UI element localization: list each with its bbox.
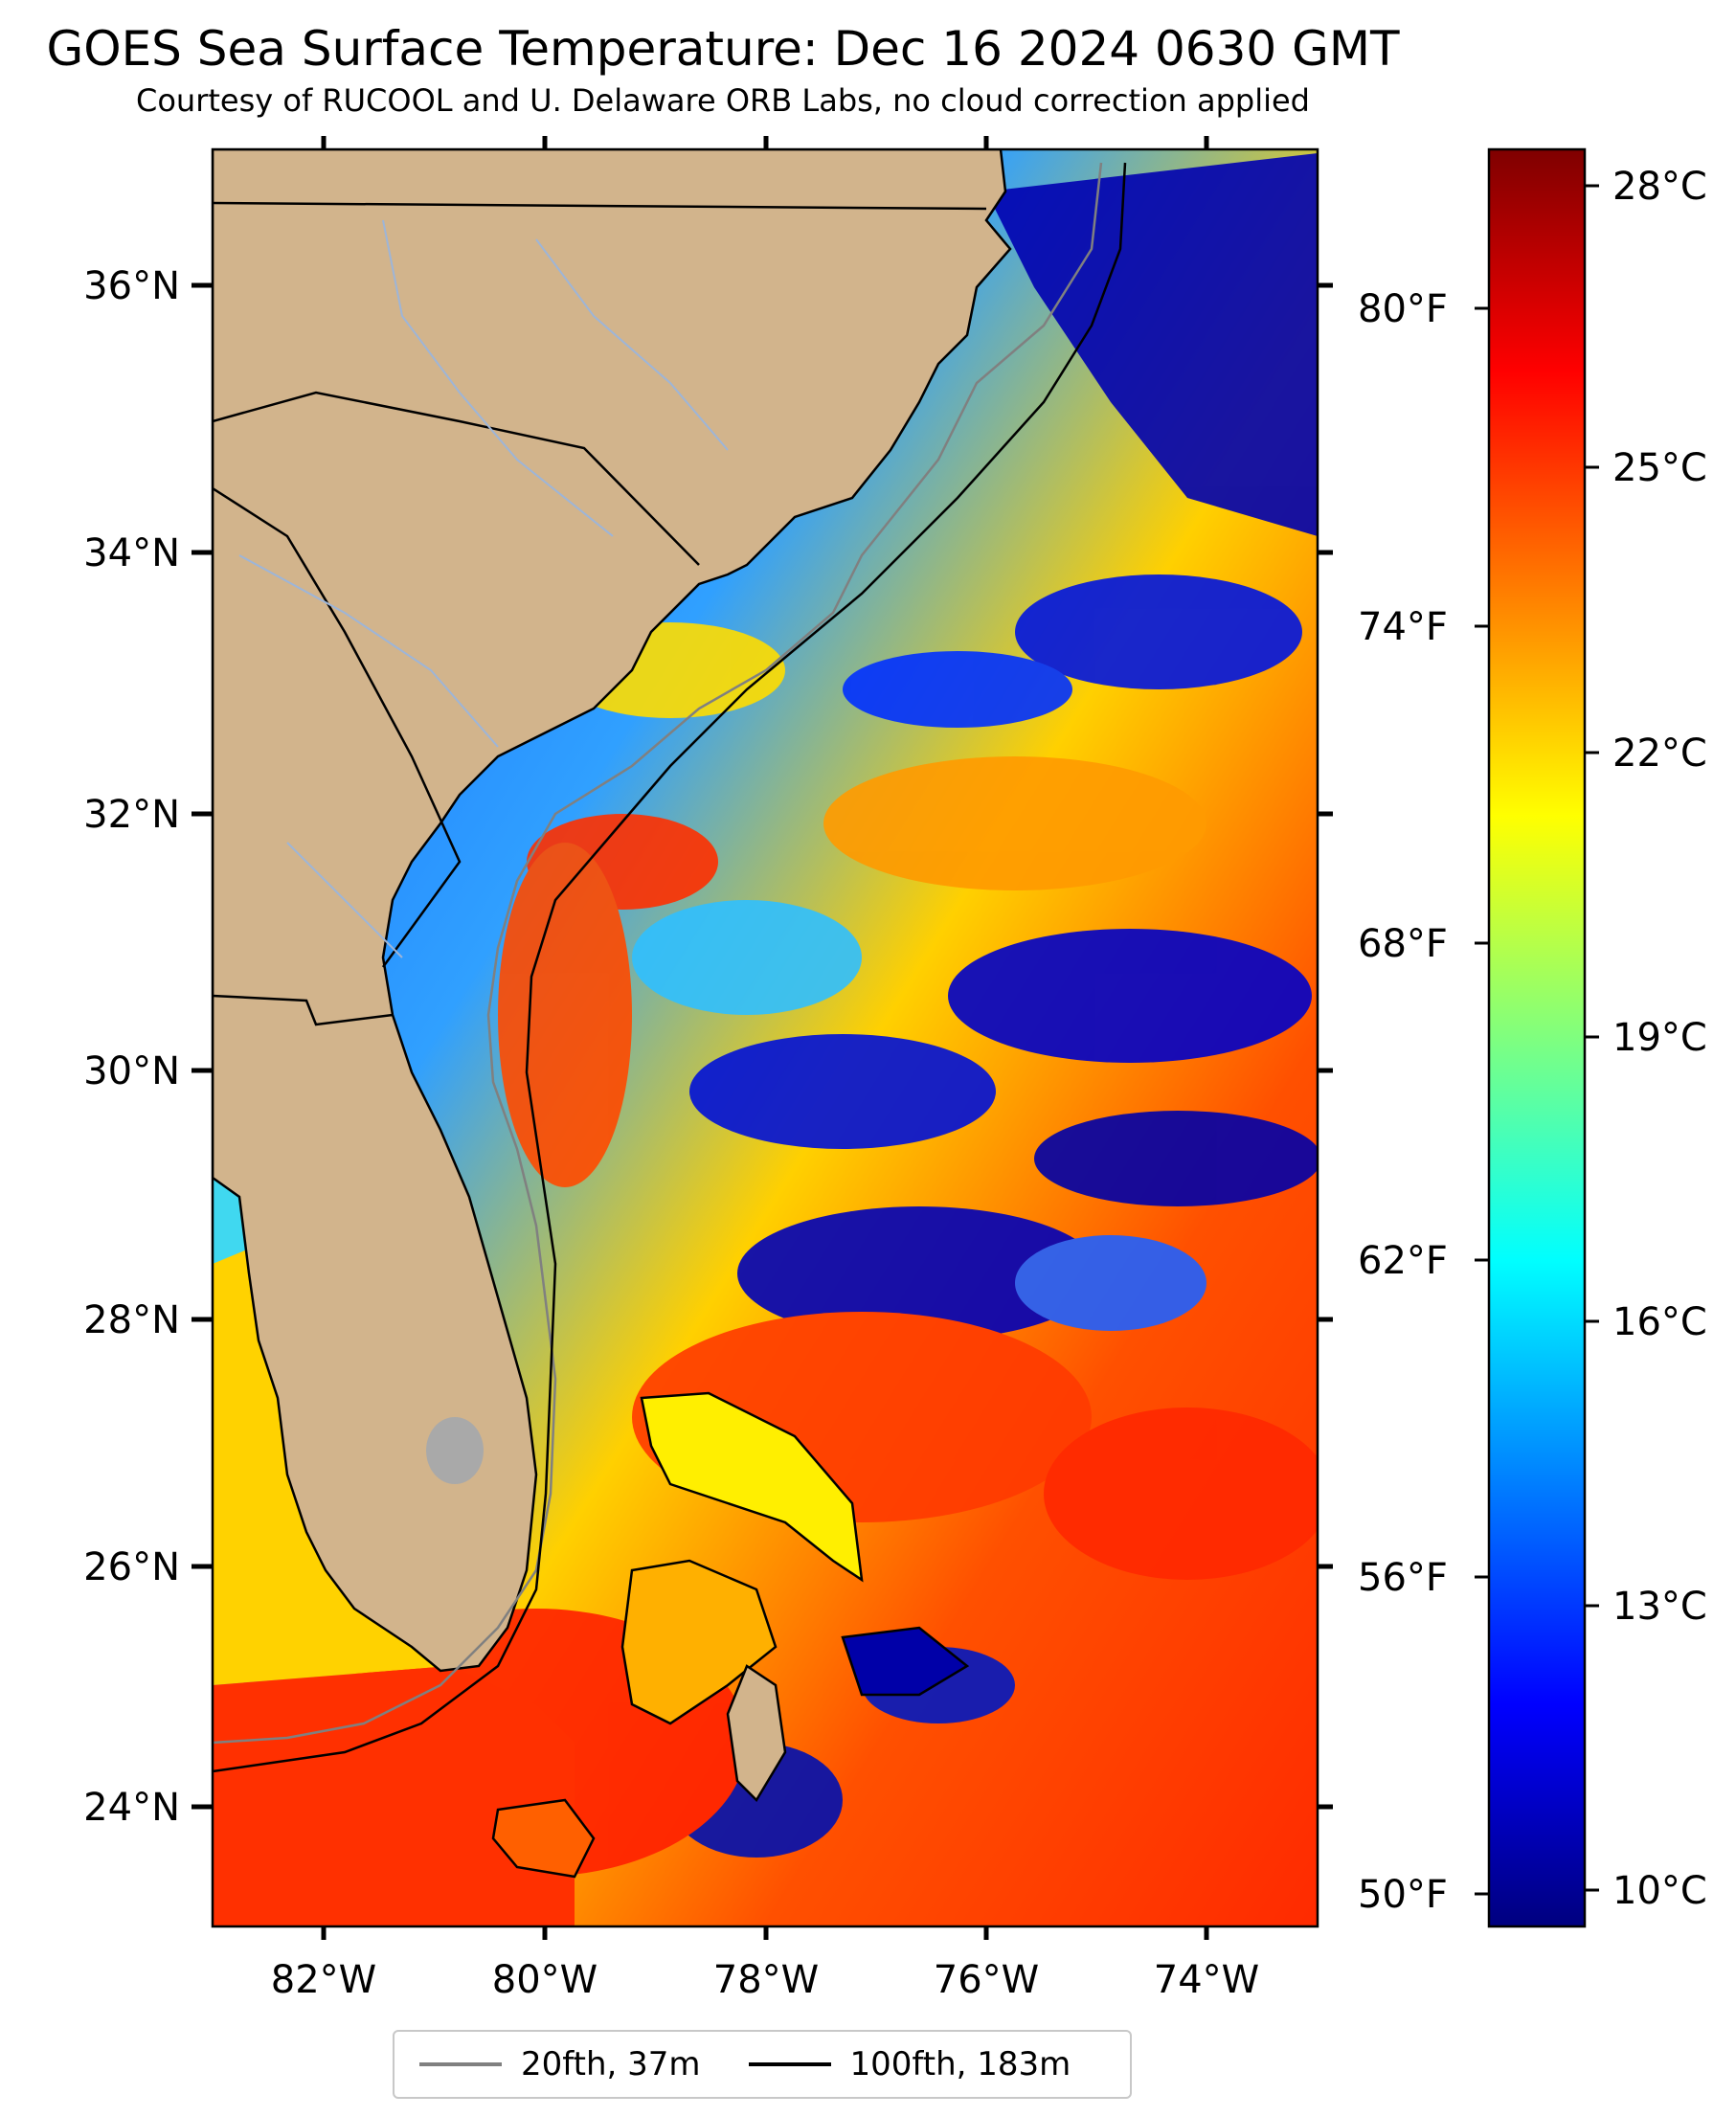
- legend-label: 100fth, 183m: [849, 2045, 1071, 2083]
- celsius-label: 19°C: [1612, 1016, 1707, 1060]
- lon-label: 76°W: [934, 1958, 1039, 2002]
- lon-label: 82°W: [271, 1958, 376, 2002]
- lat-labels: 36°N 34°N 32°N 30°N 28°N 26°N 24°N: [83, 264, 180, 1830]
- celsius-label: 10°C: [1612, 1869, 1707, 1913]
- state-borders: [213, 201, 987, 1026]
- legend: 20fth, 37m 100fth, 183m: [393, 2030, 1132, 2099]
- legend-item-100fth: 100fth, 183m: [748, 2045, 1071, 2083]
- legend-label: 20fth, 37m: [521, 2045, 701, 2083]
- legend-item-20fth: 20fth, 37m: [419, 2045, 701, 2083]
- lat-ticks: [192, 282, 213, 1810]
- lat-label: 36°N: [83, 264, 180, 308]
- lon-label: 80°W: [492, 1958, 597, 2002]
- mainland-land: [213, 149, 1012, 1673]
- fahrenheit-label: 68°F: [1358, 922, 1448, 966]
- sst-patches: [326, 153, 1318, 1877]
- fahrenheit-ticks: [1475, 306, 1489, 1896]
- celsius-label: 22°C: [1612, 732, 1707, 776]
- right-ticks: [1318, 282, 1333, 1810]
- rivers: [238, 219, 729, 958]
- contour-20fth: [213, 162, 1103, 1745]
- celsius-label: 28°C: [1612, 165, 1707, 209]
- fahrenheit-label: 80°F: [1358, 287, 1448, 331]
- lat-label: 32°N: [83, 793, 180, 837]
- lon-label: 74°W: [1154, 1958, 1259, 2002]
- map-subtitle: Courtesy of RUCOOL and U. Delaware ORB L…: [136, 82, 1310, 119]
- colorbar: [1487, 147, 1587, 1928]
- celsius-labels: 28°C 25°C 22°C 19°C 16°C 13°C 10°C: [1612, 165, 1707, 1913]
- lake-okeechobee: [426, 1417, 484, 1484]
- lon-ticks: [321, 136, 1209, 1940]
- lon-label: 78°W: [713, 1958, 819, 2002]
- celsius-label: 25°C: [1612, 446, 1707, 490]
- lat-label: 24°N: [83, 1786, 180, 1830]
- map-title: GOES Sea Surface Temperature: Dec 16 202…: [46, 21, 1400, 77]
- fahrenheit-labels: 80°F 74°F 68°F 62°F 56°F 50°F: [1358, 287, 1448, 1917]
- lat-label: 34°N: [83, 531, 180, 575]
- bahamas: [491, 1391, 970, 1879]
- fahrenheit-label: 56°F: [1358, 1556, 1448, 1600]
- fahrenheit-label: 50°F: [1358, 1873, 1448, 1917]
- celsius-label: 16°C: [1612, 1300, 1707, 1344]
- celsius-ticks: [1585, 184, 1599, 1892]
- fahrenheit-label: 74°F: [1358, 605, 1448, 649]
- lon-labels: 82°W 80°W 78°W 76°W 74°W: [271, 1958, 1259, 2002]
- lat-label: 28°N: [83, 1298, 180, 1342]
- legend-line-gray: [419, 2062, 502, 2066]
- contour-100fth: [213, 162, 1127, 1773]
- fahrenheit-label: 62°F: [1358, 1239, 1448, 1283]
- map-area: [213, 149, 1318, 1926]
- celsius-label: 13°C: [1612, 1585, 1707, 1629]
- legend-line-black: [748, 2062, 831, 2066]
- lat-label: 26°N: [83, 1545, 180, 1589]
- lat-label: 30°N: [83, 1049, 180, 1093]
